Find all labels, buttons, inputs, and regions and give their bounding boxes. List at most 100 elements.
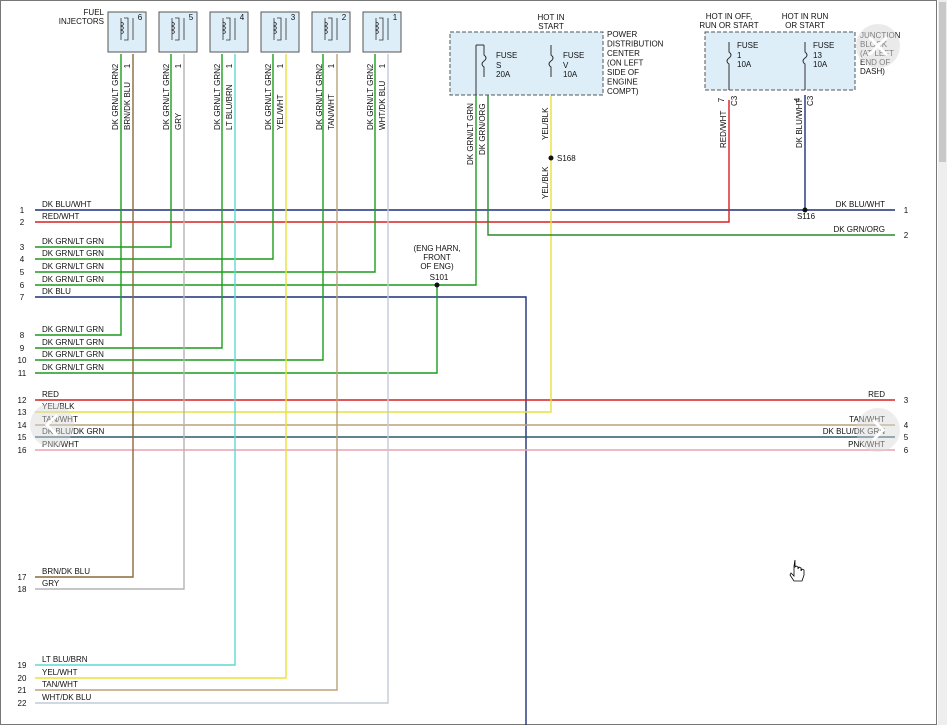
left-wire-label: DK BLU/WHT: [42, 200, 91, 209]
fuse: [481, 45, 487, 77]
left-wire: [35, 54, 223, 349]
close-x[interactable]: [867, 35, 889, 57]
injector-coil: [221, 17, 236, 41]
left-wire: [35, 296, 527, 725]
injector-box: [311, 11, 351, 53]
left-pin: 9: [20, 344, 25, 353]
jb-pin: 7: [717, 97, 726, 102]
pdc-hot-label: HOT IN: [538, 13, 565, 22]
injector-box: [362, 11, 402, 53]
right-pin: 1: [904, 206, 909, 215]
next-button[interactable]: [856, 408, 900, 452]
splice-label: S168: [557, 154, 576, 163]
right-pin: 4: [904, 421, 909, 430]
left-wire-label: TAN/WHT: [42, 680, 78, 689]
right-wire-label: DK BLU/WHT: [836, 200, 885, 209]
fuse-rating: 10A: [737, 60, 752, 69]
injector-wire-label: DK GRN/LT GRN: [162, 68, 171, 130]
left-pin: 14: [18, 421, 27, 430]
injector-number: 5: [189, 13, 194, 22]
close-button[interactable]: [856, 24, 900, 68]
left-wire: [35, 95, 552, 413]
left-pin: 11: [18, 369, 27, 378]
injector-number: 6: [138, 13, 143, 22]
next-circle[interactable]: [856, 408, 900, 452]
splice-note: (ENG HARN,: [413, 244, 460, 253]
fuse: [548, 45, 554, 77]
left-pin: 3: [20, 243, 25, 252]
next-arrow[interactable]: [871, 418, 886, 442]
pdc-name: (ON LEFT: [607, 59, 644, 68]
injector-pin: 1: [378, 63, 387, 68]
injector-wire-label: LT BLU/BRN: [225, 84, 234, 130]
fuse-id: 1: [737, 51, 742, 60]
injectors-title: INJECTORS: [59, 17, 104, 26]
injector-pin: 2: [366, 63, 375, 68]
injector-wire-label: DK GRN/LT GRN: [111, 68, 120, 130]
injector-number: 1: [393, 13, 398, 22]
pdc-wire-label: YEL/BLK: [541, 107, 550, 140]
fuse: [802, 42, 808, 90]
injector-pin: 2: [111, 63, 120, 68]
fuse-id: S: [496, 61, 501, 70]
left-wire-label: YEL/BLK: [42, 402, 75, 411]
right-wire-label: DK BLU/DK GRN: [823, 427, 885, 436]
injector-coil: [323, 17, 338, 41]
splice-note: FRONT: [423, 253, 451, 262]
pdc-wire-label: DK GRN/LT GRN: [466, 103, 475, 165]
left-wire: [35, 54, 376, 273]
left-wire: [35, 100, 730, 223]
left-wire-label: DK GRN/LT GRN: [42, 249, 104, 258]
left-wire-label: DK BLU: [42, 287, 71, 296]
cursor: [789, 559, 805, 582]
fuse-rating: 10A: [813, 60, 828, 69]
right-pin: 3: [904, 396, 909, 405]
splice-dot: [802, 207, 808, 213]
fuse-label: FUSE: [563, 51, 584, 60]
injector-coil: [272, 17, 287, 41]
injector-wire-label: GRY: [174, 112, 183, 130]
scrollbar[interactable]: [938, 0, 947, 725]
pdc-box: [449, 31, 604, 96]
scrollbar-thumb[interactable]: [939, 2, 946, 162]
left-pin: 12: [18, 396, 27, 405]
jb-hot-label: HOT IN OFF,: [706, 12, 753, 21]
left-pin: 20: [18, 674, 27, 683]
splice-note: OF ENG): [420, 262, 454, 271]
left-wire: [35, 54, 338, 691]
pdc-name: CENTER: [607, 49, 640, 58]
prev-circle[interactable]: [30, 403, 74, 447]
right-wire-label: TAN/WHT: [849, 415, 885, 424]
right-wire-label: DK GRN/ORG: [833, 225, 885, 234]
injector-box: [260, 11, 300, 53]
left-wire-label: LT BLU/BRN: [42, 655, 88, 664]
left-wire: [35, 285, 438, 374]
pdc-wire-label: YEL/BLK: [541, 166, 550, 199]
injector-pin: 2: [213, 63, 222, 68]
jb-connector: C3: [806, 95, 815, 106]
injector-wire-label: TAN/WHT: [327, 94, 336, 130]
pdc-bus: [475, 44, 484, 95]
right-pin: 2: [904, 231, 909, 240]
injector-pin: 2: [162, 63, 171, 68]
left-wire-label: DK BLU/DK GRN: [42, 427, 104, 436]
pdc-wire-label: DK GRN/ORG: [478, 103, 487, 155]
jb-hot-label: HOT IN RUN: [782, 12, 829, 21]
fuse-label: FUSE: [496, 51, 517, 60]
jb-connector: C3: [730, 95, 739, 106]
injector-wire-label: DK GRN/LT GRN: [213, 68, 222, 130]
injector-pin: 1: [174, 63, 183, 68]
injector-pin: 1: [327, 63, 336, 68]
injector-box: [209, 11, 249, 53]
splice-dot: [548, 155, 554, 161]
left-pin: 21: [18, 686, 27, 695]
prev-button[interactable]: [30, 403, 74, 447]
injector-coil: [374, 17, 389, 41]
prev-arrow[interactable]: [44, 413, 59, 437]
left-wire-label: YEL/WHT: [42, 668, 78, 677]
injector-box: [158, 11, 198, 53]
injector-pin: 1: [225, 63, 234, 68]
left-pin: 4: [20, 255, 25, 264]
injector-pin: 2: [264, 63, 273, 68]
fuse-label: FUSE: [737, 41, 758, 50]
